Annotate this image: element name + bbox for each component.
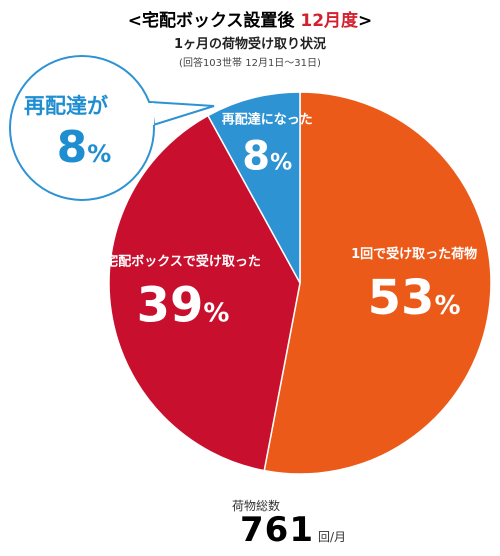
total-value: 761 bbox=[240, 510, 314, 550]
pie-slices bbox=[108, 91, 492, 475]
slice-received-once bbox=[263, 91, 492, 475]
slice-delivery-box bbox=[108, 114, 301, 472]
chart-note: (回答103世帯 12月1日〜31日) bbox=[179, 58, 321, 69]
total-count: 761 回/月 bbox=[240, 510, 346, 550]
callout-value-number: 8 bbox=[57, 122, 88, 173]
pie-labels: 1回で受け取った荷物 53% 宅配ボックスで受け取った 39% 再配達になった 8% bbox=[105, 111, 477, 333]
chart-subtitle: 1ヶ月の荷物受け取り状況 bbox=[173, 37, 327, 52]
slice-label: 再配達になった bbox=[222, 111, 313, 127]
chart-title: <宅配ボックス設置後 12月度> bbox=[127, 11, 373, 31]
callout-line1: 再配達が bbox=[24, 94, 108, 118]
slice-label: 1回で受け取った荷物 bbox=[351, 246, 477, 262]
callout-value-unit: % bbox=[87, 140, 111, 168]
callout-bubble: 再配達が 8% bbox=[9, 55, 215, 201]
slice-redelivered bbox=[206, 91, 301, 284]
total-unit: 回/月 bbox=[317, 530, 347, 544]
slice-label: 宅配ボックスで受け取った bbox=[105, 254, 261, 270]
callout-value: 8% bbox=[57, 122, 112, 173]
slice-value: 8% bbox=[242, 133, 292, 179]
slice-value: 53% bbox=[368, 270, 461, 326]
callout-circle bbox=[9, 55, 155, 201]
total-label: 荷物総数 bbox=[232, 499, 281, 513]
slice-value: 39% bbox=[137, 278, 230, 334]
